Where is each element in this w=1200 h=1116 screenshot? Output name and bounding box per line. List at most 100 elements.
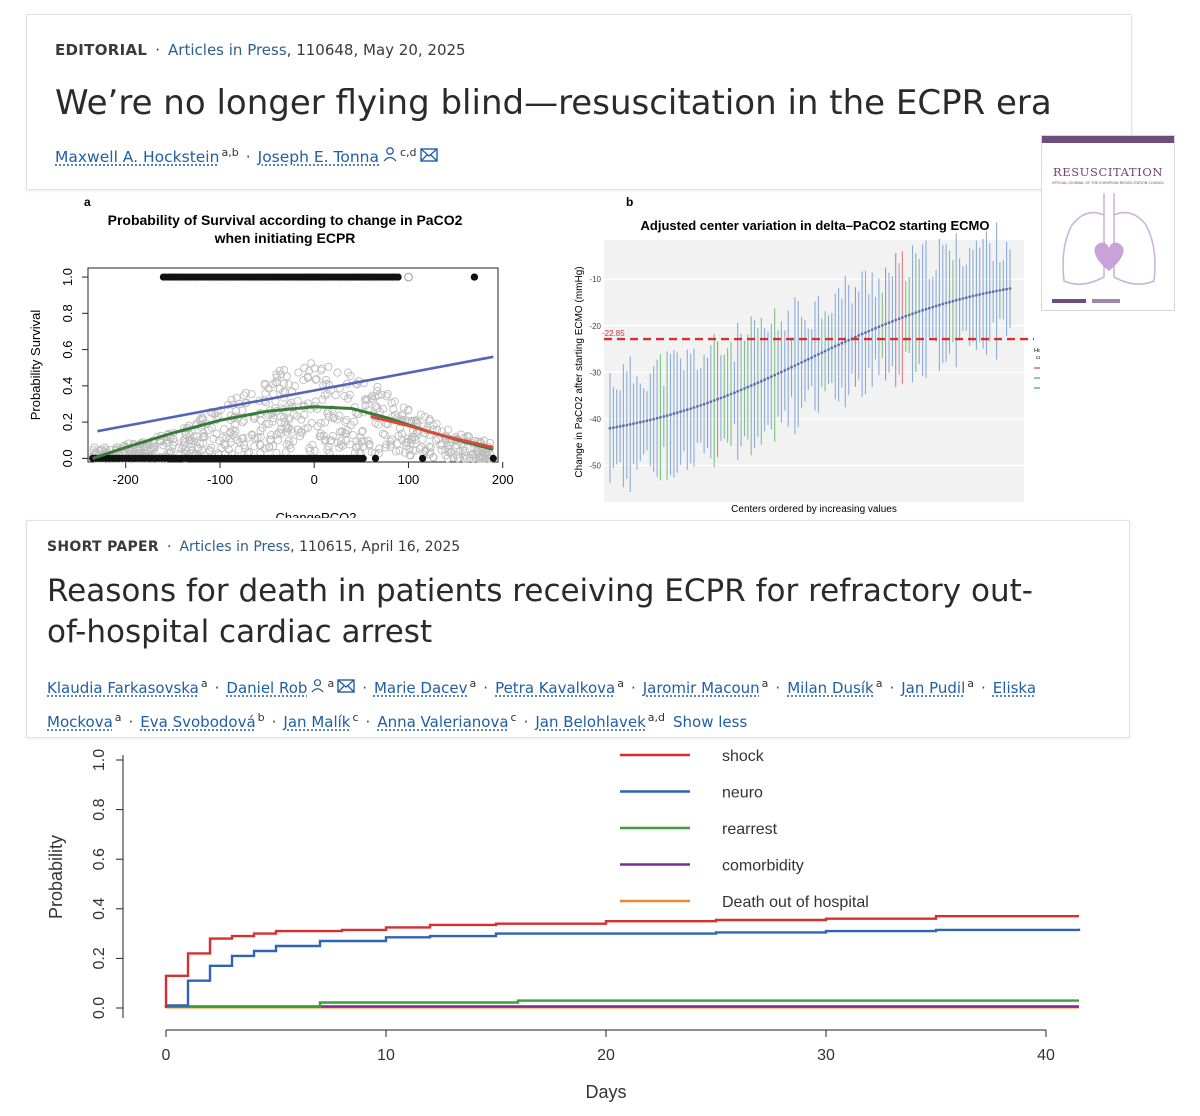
center-estimate	[773, 373, 777, 377]
journal-status-link[interactable]: Articles in Press	[168, 41, 287, 59]
data-point	[397, 429, 407, 438]
x-tick-label: -200	[113, 472, 139, 487]
died-point	[489, 454, 497, 462]
chart-title: Probability of Survival according to cha…	[108, 212, 463, 228]
article-card-short-paper[interactable]: SHORT PAPER · Articles in Press, 110615, A…	[26, 520, 1130, 738]
title-line: Reasons for death in patients receiving …	[47, 573, 1033, 609]
author-link[interactable]: Marie Dacev	[373, 679, 468, 697]
author-link[interactable]: Eva Svobodová	[140, 713, 256, 731]
y-tick-label: 0.6	[60, 341, 75, 359]
author-list: Maxwell A. Hockstein a,b · Joseph E. Tonna c…	[55, 138, 438, 172]
author-link[interactable]: Klaudia Farkasovska	[47, 679, 199, 697]
center-estimate	[739, 388, 743, 392]
center-estimate	[759, 379, 763, 383]
center-estimate	[753, 382, 756, 386]
person-icon[interactable]	[310, 674, 325, 703]
author-link[interactable]: Anna Valerianova	[377, 713, 509, 731]
data-point	[382, 440, 391, 449]
reference-line: -22.85	[602, 329, 1034, 341]
person-icon[interactable]	[382, 143, 398, 172]
data-point	[199, 431, 208, 440]
data-point	[136, 445, 145, 454]
center-estimate	[722, 395, 726, 399]
data-point	[336, 427, 345, 437]
author-link[interactable]: Jan Belohlavek	[535, 713, 646, 731]
data-point	[373, 382, 382, 391]
center-estimate	[628, 423, 632, 426]
data-point	[307, 359, 316, 368]
author-link[interactable]: Jaromir Macoun	[642, 679, 760, 697]
mail-icon[interactable]	[419, 143, 438, 172]
author-link[interactable]: Joseph E. Tonna	[257, 148, 379, 167]
y-tick-label: 0.8	[60, 304, 75, 322]
author-link[interactable]: Jan Malík	[283, 713, 351, 731]
author-separator: ·	[889, 679, 895, 697]
data-point	[248, 431, 257, 440]
center-estimate	[884, 322, 887, 326]
mail-icon[interactable]	[337, 674, 355, 703]
center-estimate	[1005, 287, 1008, 291]
author-separator: ·	[523, 713, 529, 731]
data-point	[368, 395, 377, 404]
data-point	[189, 432, 198, 441]
center-estimate	[978, 293, 982, 296]
author-link[interactable]: Daniel Rob	[226, 679, 308, 697]
author-link[interactable]: Jan Pudil	[901, 679, 966, 697]
survival-scatter-chart: a Probability of Survival according to c…	[28, 195, 514, 525]
y-axis-label: Probability	[46, 835, 66, 919]
data-point	[328, 431, 337, 441]
data-point	[336, 436, 345, 445]
data-point	[319, 431, 328, 440]
center-estimate	[608, 426, 612, 430]
data-point	[212, 429, 221, 438]
article-card-editorial[interactable]: EDITORIAL · Articles in Press, 110648, May…	[26, 14, 1132, 190]
author-link[interactable]: Maxwell A. Hockstein	[55, 148, 220, 167]
center-estimate	[948, 300, 951, 304]
center-estimate	[1008, 287, 1012, 290]
data-point	[342, 415, 351, 424]
center-estimate	[719, 396, 723, 400]
author-link[interactable]: Petra Kavalkova	[495, 679, 616, 697]
center-estimate	[803, 359, 807, 363]
data-point	[239, 416, 248, 425]
cumulative-incidence-chart: 0.0 0.2 0.4 0.6 0.8 1.0 0 10 20 30 40 shock neuro r…	[46, 748, 1081, 1102]
author-link[interactable]: Milan Dusík	[787, 679, 874, 697]
data-point	[255, 440, 264, 449]
center-estimate	[786, 367, 790, 371]
data-point	[404, 272, 413, 282]
data-point	[284, 436, 293, 445]
center-estimate	[1001, 288, 1005, 292]
center-estimate	[675, 411, 679, 415]
data-point	[149, 443, 158, 452]
data-point	[386, 437, 395, 446]
data-point	[256, 433, 265, 442]
affiliation: a	[114, 711, 122, 724]
show-less-button[interactable]: Show less	[673, 713, 748, 731]
author-link[interactable]: Eliska Mockova	[47, 679, 1037, 731]
data-point	[284, 424, 293, 433]
x-axis-label: ChangePCO2	[276, 510, 357, 518]
journal-subtitle: OFFICIAL JOURNAL OF THE EUROPEAN RESUSCI…	[1051, 181, 1165, 185]
center-estimate	[662, 415, 666, 418]
affiliation: a	[617, 677, 624, 690]
survived-point	[394, 273, 402, 281]
series-line-1	[164, 928, 1081, 1008]
data-point	[253, 433, 262, 442]
center-estimate	[685, 408, 689, 412]
citation: , 110615, April 16, 2025	[290, 539, 461, 555]
data-point	[280, 417, 289, 426]
data-point	[167, 447, 176, 456]
journal-cover[interactable]: RESUSCITATION OFFICIAL JOURNAL OF THE EU…	[1041, 135, 1175, 311]
center-estimate	[763, 378, 766, 382]
data-point	[407, 434, 416, 443]
article-title[interactable]: We’re no longer flying blind—resuscitati…	[55, 83, 1052, 123]
data-point	[280, 379, 289, 388]
center-estimate	[622, 424, 625, 428]
data-point	[354, 440, 363, 449]
center-estimate	[880, 324, 884, 327]
center-estimate	[736, 389, 740, 393]
data-point	[367, 393, 376, 403]
journal-status-link[interactable]: Articles in Press	[179, 539, 291, 555]
data-point	[459, 446, 468, 455]
article-title[interactable]: Reasons for death in patients receiving …	[47, 571, 1033, 653]
